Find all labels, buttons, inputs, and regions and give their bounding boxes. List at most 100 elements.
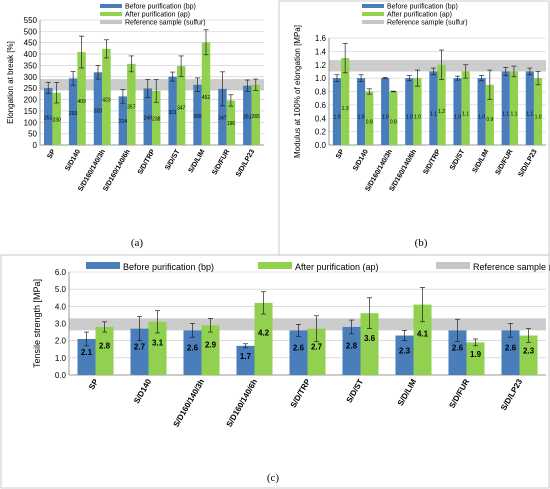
category-label: S/D/LP23	[499, 377, 524, 412]
legend-label: Before purification (bp)	[123, 262, 214, 272]
data-label: 0.9	[486, 117, 493, 123]
bar-ap	[437, 64, 446, 145]
legend-swatch	[86, 262, 120, 269]
category-label: S/D/FUR	[495, 149, 515, 177]
data-label: 1.0	[358, 114, 365, 120]
bar-ap	[226, 100, 236, 145]
data-label: 261	[243, 114, 252, 120]
bar-bp	[381, 78, 390, 145]
bar-ap	[519, 335, 538, 375]
bar-ap	[365, 91, 374, 145]
bar-bp	[93, 72, 103, 145]
data-label: 196	[227, 121, 236, 127]
bar-ap	[461, 71, 470, 145]
y-tick-label: 0.4	[315, 114, 327, 123]
chart-panel-1: 0 50 100 150 200 250 300 350 400 450 500 550 251 230 S…	[6, 4, 264, 249]
bar-ap	[254, 302, 273, 375]
bar-ap	[485, 84, 494, 145]
category-label: SP	[335, 148, 346, 160]
bar-ap	[389, 91, 398, 145]
y-tick-label: 550	[24, 16, 38, 25]
bar-bp	[130, 328, 149, 375]
y-tick-label: 400	[24, 50, 38, 59]
panel-label: (a)	[131, 237, 144, 249]
bar-bp	[453, 78, 462, 145]
bar-ap	[413, 304, 432, 375]
data-label: 251	[44, 115, 53, 121]
legend-label: Before purification (bp)	[125, 4, 196, 11]
legend-swatch	[100, 12, 122, 16]
data-label: 1.1	[526, 112, 533, 118]
category-label: S/D/ST	[164, 148, 182, 172]
data-label: 2.6	[293, 343, 305, 352]
data-label: 409	[77, 99, 86, 105]
data-label: 1.0	[535, 114, 542, 120]
bar-ap	[152, 90, 161, 145]
category-label: S/D/ST	[345, 377, 366, 404]
data-label: 1.0	[382, 114, 389, 120]
bar-ap	[307, 328, 326, 375]
bar-bp	[218, 88, 227, 145]
category-label: S/D140	[132, 377, 153, 405]
bar-bp	[332, 78, 342, 145]
panel-label: (c)	[267, 472, 280, 484]
category-label: SP	[87, 377, 100, 391]
data-label: 0.8	[366, 120, 373, 126]
bar-bp	[118, 96, 128, 145]
legend-swatch	[362, 4, 384, 8]
bar-ap	[360, 313, 379, 375]
y-tick-label: 300	[24, 73, 38, 82]
bar-ap	[52, 92, 61, 145]
category-label: S/D/LIM	[396, 377, 419, 407]
y-axis-title: Elongation at break [%]	[6, 41, 15, 124]
bar-ap	[413, 78, 422, 145]
y-tick-label: 1.6	[315, 34, 327, 43]
bar-bp	[77, 338, 96, 375]
y-tick-label: 0.8	[315, 88, 327, 97]
data-label: 247	[218, 116, 227, 122]
y-tick-label: 500	[24, 27, 38, 36]
bar-ap	[127, 63, 136, 146]
data-label: 2.3	[399, 346, 411, 355]
data-label: 1.1	[502, 112, 509, 118]
bar-bp	[236, 345, 255, 375]
data-label: 347	[177, 106, 186, 112]
bar-bp	[477, 78, 486, 145]
category-label: S/D/FUR	[447, 377, 471, 409]
bar-ap	[466, 342, 485, 375]
y-tick-label: 200	[24, 96, 38, 105]
legend-label: Before purification (bp)	[387, 4, 458, 11]
category-label: S/D/ST	[449, 148, 467, 172]
bar-ap	[201, 325, 220, 375]
data-label: 1.0	[406, 114, 413, 120]
y-tick-label: 5.0	[55, 285, 67, 294]
category-label: S/D160/140/3h	[77, 149, 107, 193]
bar-bp	[405, 78, 414, 145]
category-label: S/D/FUR	[211, 149, 231, 177]
reference-band	[40, 79, 264, 91]
data-label: 238	[152, 117, 161, 123]
data-label: 1.9	[470, 350, 482, 359]
chart-panel-2: 0.00.20.40.60.81.01.21.41.61.01.3SP1.00.…	[293, 4, 546, 249]
bar-ap	[341, 58, 350, 145]
data-label: 2.8	[99, 342, 111, 351]
category-label: S/D160/140/6h	[389, 149, 419, 193]
y-tick-label: 0.0	[315, 141, 327, 150]
bar-ap	[95, 326, 114, 375]
bar-bp	[501, 71, 510, 145]
data-label: 230	[53, 117, 62, 123]
data-label: 2.1	[81, 348, 93, 357]
y-axis-title: Tensile strength [MPa]	[32, 279, 42, 368]
data-label: 293	[69, 111, 78, 117]
bar-bp	[448, 330, 467, 375]
legend-label: Reference sample (sulfur)	[473, 262, 550, 272]
data-label: 3.6	[364, 334, 376, 343]
bar-bp	[342, 326, 361, 375]
bar-bp	[68, 78, 78, 145]
data-label: 2.6	[452, 343, 464, 352]
data-label: 265	[193, 114, 202, 120]
bar-ap	[201, 42, 211, 145]
data-label: 4.1	[417, 329, 429, 338]
y-tick-label: 2.0	[55, 337, 67, 346]
